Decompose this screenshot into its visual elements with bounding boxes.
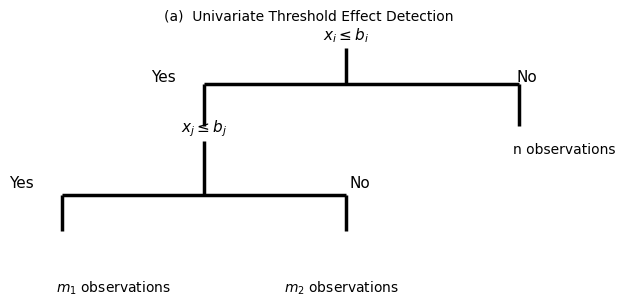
Text: $x_i \leq b_i$: $x_i \leq b_i$ — [323, 27, 369, 45]
Text: Yes: Yes — [9, 176, 34, 190]
Text: $x_j \leq b_j$: $x_j \leq b_j$ — [181, 119, 227, 139]
Text: No: No — [349, 176, 370, 190]
Text: $m_2$ observations: $m_2$ observations — [284, 279, 399, 297]
Text: Yes: Yes — [151, 70, 176, 86]
Text: $m_1$ observations: $m_1$ observations — [56, 279, 171, 297]
Text: No: No — [516, 70, 537, 86]
Text: n observations: n observations — [513, 143, 616, 157]
Text: (a)  Univariate Threshold Effect Detection: (a) Univariate Threshold Effect Detectio… — [164, 9, 454, 23]
